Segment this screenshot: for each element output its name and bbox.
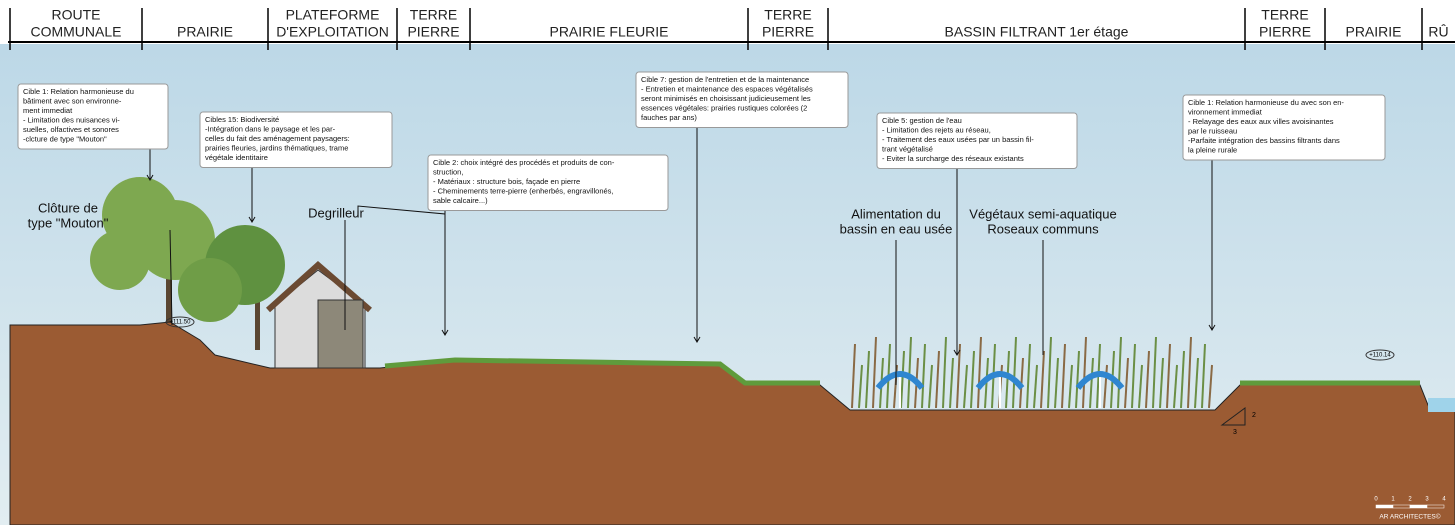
scale-bar bbox=[1427, 505, 1444, 508]
annotation-text: -clcture de type "Mouton" bbox=[23, 134, 107, 143]
label: Végétaux semi-aquatique bbox=[969, 206, 1116, 221]
annotation-text: - Eviter la surcharge des réseaux exista… bbox=[882, 154, 1024, 163]
credit: AR ARCHITECTES© bbox=[1379, 513, 1440, 521]
annotation-text: - Cheminements terre-pierre (enherbés, e… bbox=[433, 186, 614, 195]
zone-title: PIERRE bbox=[1259, 24, 1311, 40]
annotation-text: vironnement immediat bbox=[1188, 107, 1263, 116]
annotation-text: - Traitement des eaux usées par un bassi… bbox=[882, 135, 1034, 144]
zone-title: TERRE bbox=[764, 7, 811, 23]
annotation-text: Cibles 15: Biodiversité bbox=[205, 115, 279, 124]
label: Clôture de bbox=[38, 200, 98, 215]
annotation-text: suelles, olfactives et sonores bbox=[23, 125, 119, 134]
zone-title: ROUTE bbox=[52, 7, 101, 23]
annotation-text: -Intégration dans le paysage et les par- bbox=[205, 124, 336, 133]
annotation-text: - Entretien et maintenance des espaces v… bbox=[641, 84, 813, 93]
annotation-text: Cible 2: choix intégré des procédés et p… bbox=[433, 158, 615, 167]
zone-title: BASSIN FILTRANT 1er étage bbox=[945, 24, 1129, 40]
zone-title: RÛ bbox=[1428, 24, 1448, 40]
zone-title: D'EXPLOITATION bbox=[276, 24, 389, 40]
scale-bar bbox=[1376, 505, 1393, 508]
annotation-text: seront minimisés en choisissant judicieu… bbox=[641, 94, 811, 103]
annotation-text: fauches par ans) bbox=[641, 113, 697, 122]
annotation-text: - Limitation des nuisances vi- bbox=[23, 115, 120, 124]
annotation-text: - Matériaux : structure bois, façade en … bbox=[433, 177, 580, 186]
zone-title: TERRE bbox=[410, 7, 457, 23]
zone-title: PRAIRIE bbox=[177, 24, 233, 40]
annotation-text: -Parfaite intégration des bassins filtra… bbox=[1188, 136, 1340, 145]
annotation-text: par le ruisseau bbox=[1188, 126, 1237, 135]
scale-bar bbox=[1393, 505, 1410, 508]
annotation-text: bâtiment avec son environne- bbox=[23, 96, 122, 105]
zone-title: PLATEFORME bbox=[286, 7, 380, 23]
annotation-text: Cible 1: Relation harmonieuse du bbox=[23, 87, 134, 96]
annotation-text: trant végétalisé bbox=[882, 144, 933, 153]
annotation-text: - Limitation des rejets au réseau, bbox=[882, 125, 991, 134]
stream bbox=[1428, 398, 1455, 412]
annotation-text: Cible 5: gestion de l'eau bbox=[882, 116, 962, 125]
annotation-text: celles du fait des aménagement paysagers… bbox=[205, 134, 350, 143]
level-text: +110.14 bbox=[1369, 353, 1391, 359]
zone-title: PIERRE bbox=[762, 24, 814, 40]
annotation-text: Cible 7: gestion de l'entretien et de la… bbox=[641, 75, 809, 84]
annotation-text: la pleine rurale bbox=[1188, 145, 1237, 154]
zone-title: TERRE bbox=[1261, 7, 1308, 23]
annotation-text: - Relayage des eaux aux villes avoisinan… bbox=[1188, 117, 1334, 126]
annotation-text: ment immediat bbox=[23, 106, 73, 115]
label: type "Mouton" bbox=[28, 215, 109, 230]
label: Alimentation du bbox=[851, 206, 941, 221]
annotation-text: struction, bbox=[433, 167, 463, 176]
annotation-text: prairies fleuries, jardins thématiques, … bbox=[205, 143, 348, 152]
zone-title: COMMUNALE bbox=[30, 24, 121, 40]
label: bassin en eau usée bbox=[840, 221, 953, 236]
level-text: +111.50 bbox=[170, 320, 192, 326]
section-diagram: ROUTECOMMUNALE PRAIRIE PLATEFORMED'EXPLOIT… bbox=[0, 0, 1455, 525]
zone-title: PRAIRIE bbox=[1345, 24, 1401, 40]
annotation-text: Cible 1: Relation harmonieuse du avec so… bbox=[1188, 98, 1344, 107]
slope-text: 2 bbox=[1252, 412, 1256, 419]
annotation-text: végétale identitaire bbox=[205, 153, 268, 162]
zone-title: PRAIRIE FLEURIE bbox=[549, 24, 668, 40]
slope-text: 3 bbox=[1233, 429, 1237, 436]
label: Degrilleur bbox=[308, 205, 364, 220]
zone-title: PIERRE bbox=[407, 24, 459, 40]
annotation-text: sable calcaire...) bbox=[433, 196, 488, 205]
scale-bar bbox=[1410, 505, 1427, 508]
label: Roseaux communs bbox=[987, 221, 1099, 236]
annotation-text: essences végétales: prairies rustiques c… bbox=[641, 103, 807, 112]
